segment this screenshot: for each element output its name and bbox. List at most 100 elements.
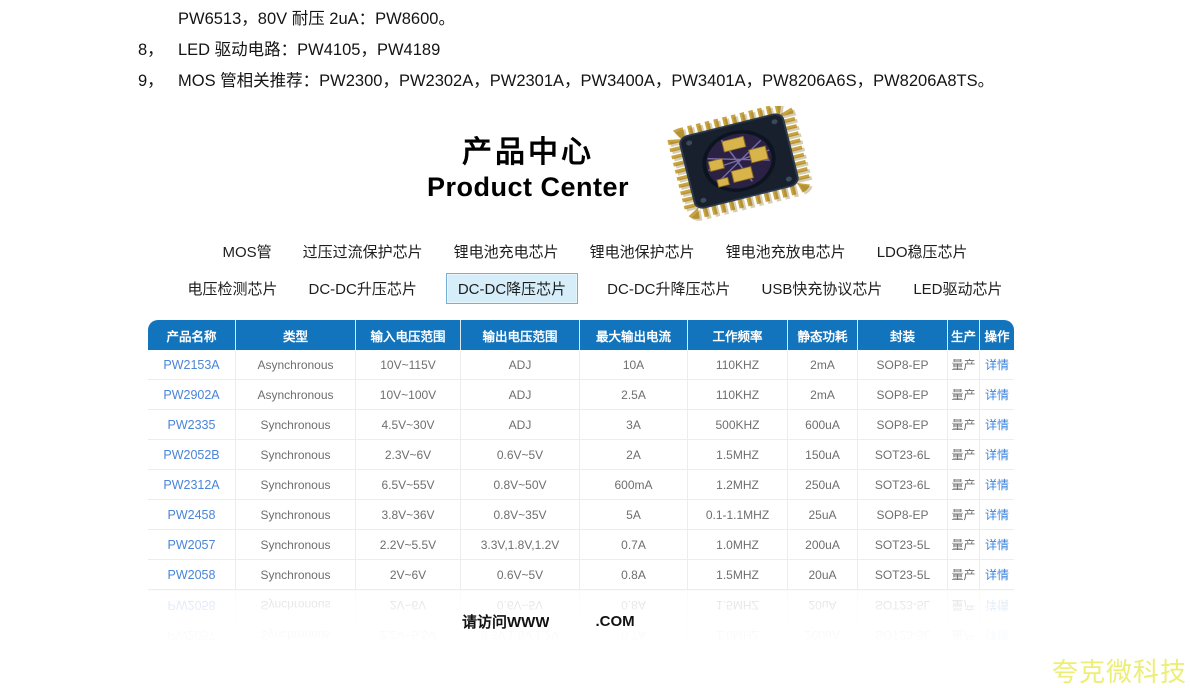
table-row: PW2902A Asynchronous 10V~100V ADJ 2.5A 110KHZ… [148, 380, 1014, 410]
table-cell: 量产 [948, 350, 980, 380]
product-name-link[interactable]: PW2058 [148, 560, 236, 590]
table-cell: 0.8V~35V [461, 500, 580, 530]
category-nav: MOS管 过压过流保护芯片 锂电池充电芯片 锂电池保护芯片 锂电池充放电芯片 LDO稳压芯… [0, 237, 1190, 304]
detail-link[interactable]: 详情 [980, 380, 1014, 410]
table-cell: Synchronous [236, 470, 356, 500]
visit-suffix-text: .COM [595, 613, 635, 630]
product-name-link[interactable]: PW2335 [148, 410, 236, 440]
table-cell: 量产 [948, 410, 980, 440]
chip-image [655, 103, 820, 221]
table-cell: 量产 [948, 530, 980, 560]
product-name-link[interactable]: PW2057 [148, 530, 236, 560]
nav-tab[interactable]: DC-DC升压芯片 [308, 280, 417, 298]
intro-line-text: PW6513，80V 耐压 2uA：PW8600。 [178, 9, 455, 28]
nav-tab[interactable]: USB快充协议芯片 [761, 280, 883, 298]
product-table: 产品名称 类型 输入电压范围 输出电压范围 最大输出电流 工作频率 静态功耗 封装 生产 操作 P… [148, 320, 1014, 650]
page-title-cn: 产品中心 [462, 136, 594, 169]
table-cell: 10A [580, 350, 688, 380]
product-name-link[interactable]: PW2312A [148, 470, 236, 500]
table-cell: Asynchronous [236, 350, 356, 380]
table-cell: 0.6V~5V [461, 560, 580, 590]
table-cell: Synchronous [236, 530, 356, 560]
detail-link[interactable]: 详情 [980, 440, 1014, 470]
product-name-link[interactable]: PW2052B [148, 440, 236, 470]
table-cell: 量产 [948, 560, 980, 590]
table-cell: ADJ [461, 380, 580, 410]
column-header: 静态功耗 [788, 320, 858, 350]
table-cell: 0.6V~5V [461, 440, 580, 470]
table-cell: 150uA [788, 440, 858, 470]
column-header: 类型 [236, 320, 356, 350]
nav-tab[interactable]: 锂电池充电芯片 [453, 243, 559, 261]
detail-link[interactable]: 详情 [980, 470, 1014, 500]
nav-tab[interactable]: 电压检测芯片 [187, 280, 278, 298]
detail-link[interactable]: 详情 [980, 350, 1014, 380]
product-name-link[interactable]: PW2153A [148, 350, 236, 380]
table-cell: Asynchronous [236, 380, 356, 410]
intro-line-text: MOS 管相关推荐：PW2300，PW2302A，PW2301A，PW3400A… [178, 71, 995, 90]
detail-link[interactable]: 详情 [980, 500, 1014, 530]
table-cell: 1.2MHZ [688, 470, 788, 500]
detail-link[interactable]: 详情 [980, 530, 1014, 560]
nav-tab[interactable]: MOS管 [222, 243, 272, 261]
table-cell: 3.3V,1.8V,1.2V [461, 530, 580, 560]
nav-tab-selected[interactable]: DC-DC降压芯片 [445, 272, 579, 304]
table-cell: 0.1-1.1MHZ [688, 500, 788, 530]
table-cell: 0.8A [580, 560, 688, 590]
intro-line: 8， LED 驱动电路：PW4105，PW4189 [138, 32, 994, 63]
nav-tab[interactable]: 过压过流保护芯片 [302, 243, 423, 261]
table-cell: 量产 [948, 380, 980, 410]
table-cell: 2V~6V [356, 560, 461, 590]
product-name-link[interactable]: PW2458 [148, 500, 236, 530]
table-cell: 2.3V~6V [356, 440, 461, 470]
nav-tab[interactable]: 锂电池充放电芯片 [725, 243, 846, 261]
table-cell: Synchronous [236, 560, 356, 590]
table-row: PW2312A Synchronous 6.5V~55V 0.8V~50V 600mA 1… [148, 470, 1014, 500]
table-row: PW2052B Synchronous 2.3V~6V 0.6V~5V 2A 1.5MHZ… [148, 440, 1014, 470]
category-nav-row-2: 电压检测芯片 DC-DC升压芯片 DC-DC降压芯片 DC-DC升降压芯片 USB快充协… [0, 272, 1190, 304]
table-row: PW2335 Synchronous 4.5V~30V ADJ 3A 500KHZ 600u… [148, 410, 1014, 440]
intro-line: PW6513，80V 耐压 2uA：PW8600。 [138, 1, 994, 32]
table-cell: 25uA [788, 500, 858, 530]
column-header: 工作频率 [688, 320, 788, 350]
table-cell: 1.5MHZ [688, 560, 788, 590]
table-cell: 500KHZ [688, 410, 788, 440]
product-name-link[interactable]: PW2902A [148, 380, 236, 410]
table-cell: 2A [580, 440, 688, 470]
column-header: 产品名称 [148, 320, 236, 350]
intro-line-text: LED 驱动电路：PW4105，PW4189 [178, 40, 441, 59]
nav-tab[interactable]: 锂电池保护芯片 [589, 243, 695, 261]
table-cell: 200uA [788, 530, 858, 560]
nav-tab[interactable]: DC-DC升降压芯片 [607, 280, 731, 298]
table-cell: 量产 [948, 440, 980, 470]
table-cell: 1.0MHZ [688, 530, 788, 560]
table-cell: Synchronous [236, 410, 356, 440]
table-cell: SOT23-6L [858, 470, 948, 500]
table-cell: 110KHZ [688, 380, 788, 410]
table-header-row: 产品名称 类型 输入电压范围 输出电压范围 最大输出电流 工作频率 静态功耗 封装 生产 操作 [148, 320, 1014, 350]
table-cell: 0.7A [580, 530, 688, 560]
table-cell: 20uA [788, 560, 858, 590]
detail-link[interactable]: 详情 [980, 410, 1014, 440]
table-cell: SOT23-6L [858, 440, 948, 470]
table-cell: 0.8V~50V [461, 470, 580, 500]
column-header: 操作 [984, 329, 1010, 344]
nav-tab[interactable]: LDO稳压芯片 [876, 243, 968, 261]
visit-prefix-text: 请访问WWW [462, 614, 550, 631]
intro-line-number: 8， [138, 40, 164, 59]
page-title-en: Product Center [426, 172, 630, 202]
table-cell: ADJ [461, 350, 580, 380]
nav-tab[interactable]: LED驱动芯片 [913, 280, 1003, 298]
table-cell: SOT23-5L [858, 530, 948, 560]
detail-link[interactable]: 详情 [980, 560, 1014, 590]
table-cell: 110KHZ [688, 350, 788, 380]
table-cell: 2.2V~5.5V [356, 530, 461, 560]
table-cell: SOP8-EP [858, 380, 948, 410]
product-center-title: 产品中心 Product Center [340, 127, 716, 203]
table-cell: SOT23-5L [858, 560, 948, 590]
table-cell: 600mA [580, 470, 688, 500]
column-header: 封装 [858, 320, 948, 350]
